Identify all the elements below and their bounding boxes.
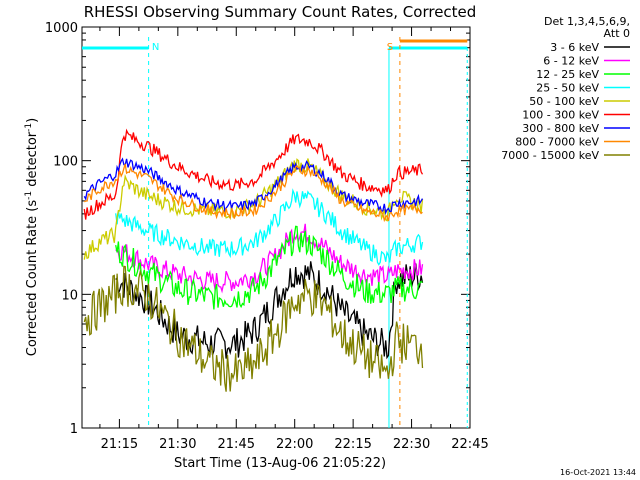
legend-header-line1: Det 1,3,4,5,6,9,	[544, 15, 630, 28]
y-axis-label: Corrected Count Rate (s-1 detector-1)	[24, 118, 40, 356]
footer-timestamp: 16-Oct-2021 13:44	[560, 468, 636, 477]
plot-axes: 1 10 100 1000 21:15 21:30 21:45 22:00 22:15 22:30…	[45, 21, 489, 452]
series-line-1	[115, 223, 424, 294]
x-tick-label: 22:00	[276, 437, 313, 452]
y-label-main: Corrected Count Rate (s	[25, 200, 40, 357]
marker-label-n: N	[152, 42, 159, 53]
legend-label-8: 7000 - 15000 keV	[501, 149, 599, 162]
y-label-sup2: -1	[24, 123, 34, 132]
plot-frame	[81, 26, 471, 429]
legend-label-2: 12 - 25 keV	[536, 68, 599, 81]
x-tick-label: 21:30	[159, 437, 196, 452]
series-line-3	[115, 188, 424, 266]
series-line-0	[115, 261, 424, 360]
legend-label-3: 25 - 50 keV	[536, 82, 599, 95]
y-tick-label: 1000	[45, 21, 78, 36]
series-line-6	[83, 157, 424, 215]
x-tick-label: 21:15	[101, 437, 138, 452]
series-line-8	[83, 265, 424, 392]
legend-header-line2: Att 0	[604, 27, 630, 40]
y-label-sup1: -1	[24, 191, 34, 200]
legend-label-6: 300 - 800 keV	[522, 122, 599, 135]
legend-label-7: 800 - 7000 keV	[515, 136, 599, 149]
x-tick-label: 22:30	[393, 437, 430, 452]
x-tick-label: 22:15	[334, 437, 371, 452]
y-label-end: )	[25, 118, 40, 123]
legend-label-4: 50 - 100 keV	[529, 95, 599, 108]
legend-label-5: 100 - 300 keV	[522, 109, 599, 122]
series-line-5	[83, 128, 424, 220]
series-lines	[83, 128, 424, 392]
x-axis-label: Start Time (13-Aug-06 21:05:22)	[174, 456, 386, 471]
marker-label-s: S	[387, 42, 393, 53]
x-tick-label: 22:45	[451, 437, 488, 452]
series-line-2	[115, 225, 423, 310]
y-tick-label: 10	[61, 288, 78, 303]
series-line-7	[83, 163, 423, 223]
legend-label-0: 3 - 6 keV	[550, 41, 599, 54]
y-label-mid: detector	[25, 131, 40, 191]
y-tick-label: 1	[70, 422, 78, 437]
x-tick-label: 21:45	[218, 437, 255, 452]
legend-label-1: 6 - 12 keV	[543, 55, 599, 68]
y-tick-label: 100	[53, 155, 78, 170]
chart-title: RHESSI Observing Summary Count Rates, Co…	[84, 3, 477, 21]
